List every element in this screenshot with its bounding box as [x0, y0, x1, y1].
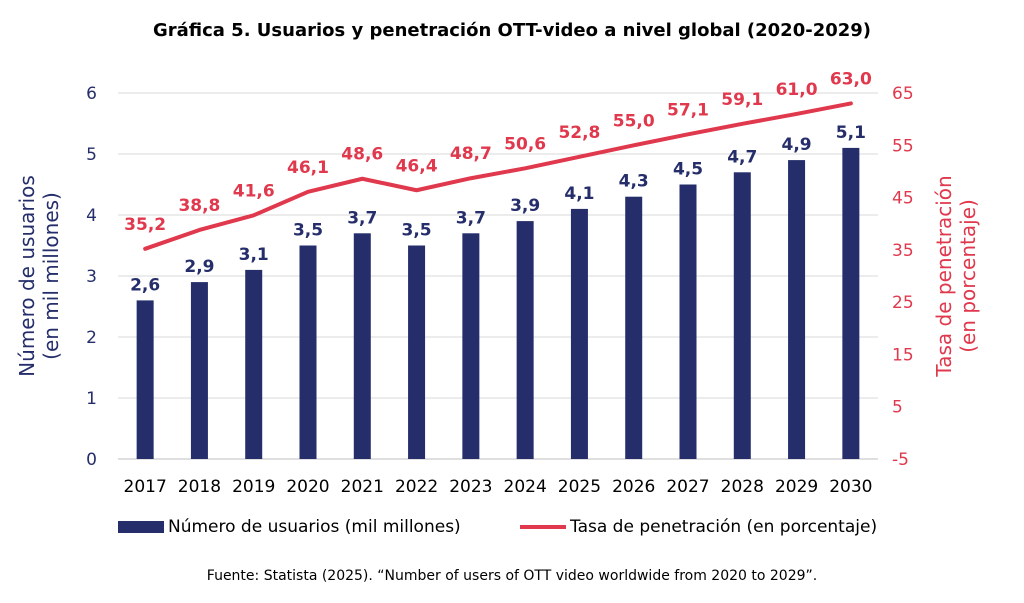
bar-data-label: 3,5	[402, 221, 432, 241]
left-axis-tick-label: 3	[86, 267, 97, 287]
x-axis-tick-label: 2018	[178, 477, 221, 497]
source-note: Fuente: Statista (2025). “Number of user…	[206, 568, 818, 584]
line-data-label: 48,6	[341, 145, 383, 165]
bar	[570, 208, 588, 459]
right-axis-tick-label: 65	[892, 84, 914, 104]
right-axis-tick-label: 55	[892, 136, 914, 156]
x-axis-tick-label: 2024	[504, 477, 547, 497]
line-data-label: 50,6	[504, 134, 546, 154]
line-data-label: 57,1	[667, 100, 709, 120]
bar	[245, 269, 263, 459]
bar	[516, 221, 534, 459]
legend-item-penetration: Tasa de penetración (en porcentaje)	[520, 517, 877, 537]
chart-title: Gráfica 5. Usuarios y penetración OTT-vi…	[152, 20, 872, 41]
x-axis-tick-label: 2023	[449, 477, 492, 497]
x-axis-tick-label: 2030	[829, 477, 872, 497]
bar	[679, 184, 697, 459]
x-axis-tick-label: 2029	[775, 477, 818, 497]
x-axis-tick-label: 2027	[666, 477, 709, 497]
legend-item-users: Número de usuarios (mil millones)	[118, 517, 461, 537]
bar	[299, 245, 317, 459]
left-axis-tick-label: 0	[86, 450, 97, 470]
x-axis-tick-label: 2021	[341, 477, 384, 497]
right-axis-title: Tasa de penetración(en porcentaje)	[932, 175, 980, 377]
bar-data-label: 4,7	[727, 147, 757, 167]
bar-data-label: 3,5	[293, 221, 323, 241]
x-axis-tick-label: 2020	[286, 477, 329, 497]
left-axis-tick-label: 1	[86, 389, 97, 409]
bar	[353, 233, 371, 459]
bar	[190, 282, 208, 459]
bar-data-label: 4,3	[619, 172, 649, 192]
line-data-label: 46,4	[396, 156, 438, 176]
right-axis-tick-label: 5	[892, 398, 903, 418]
bar-data-label: 4,9	[782, 135, 812, 155]
legend-swatch-bar	[118, 521, 164, 533]
right-axis-tick-label: 25	[892, 293, 914, 313]
penetration-line	[143, 101, 853, 251]
bar	[408, 245, 426, 459]
line-data-label: 46,1	[287, 158, 329, 178]
bar	[842, 147, 860, 459]
bar-data-label: 5,1	[836, 123, 866, 143]
bar-data-label: 2,9	[184, 257, 214, 277]
legend-label-penetration: Tasa de penetración (en porcentaje)	[570, 517, 878, 537]
bar	[462, 233, 480, 459]
x-axis-tick-label: 2017	[124, 477, 167, 497]
line-data-label: 61,0	[776, 80, 818, 100]
line-data-label: 59,1	[721, 90, 763, 110]
bar-data-label: 3,9	[510, 196, 540, 216]
left-axis-title: Número de usuarios(en mil millones)	[15, 175, 63, 377]
x-axis-tick-label: 2026	[612, 477, 655, 497]
bar-data-label: 3,1	[239, 245, 269, 265]
legend-swatch-line	[520, 525, 566, 529]
bar-data-label: 4,1	[564, 184, 594, 204]
line-data-label: 38,8	[178, 196, 220, 216]
left-axis-tick-label: 2	[86, 328, 97, 348]
x-axis-tick-label: 2019	[232, 477, 275, 497]
bar-data-label: 4,5	[673, 160, 703, 180]
left-axis-tick-label: 4	[86, 206, 97, 226]
x-axis-tick-label: 2022	[395, 477, 438, 497]
right-axis-tick-label: -5	[892, 450, 909, 470]
line-data-label: 41,6	[233, 181, 275, 201]
legend-label-users: Número de usuarios (mil millones)	[168, 517, 461, 537]
right-axis-tick-label: 15	[892, 345, 914, 365]
bar-data-label: 3,7	[456, 208, 486, 228]
bar	[625, 196, 643, 459]
left-axis-tick-label: 5	[86, 145, 97, 165]
line-data-label: 63,0	[830, 69, 872, 89]
bar	[733, 172, 751, 460]
bar-data-label: 3,7	[347, 208, 377, 228]
line-data-label: 55,0	[613, 111, 655, 131]
line-data-label: 48,7	[450, 144, 492, 164]
bar	[788, 160, 806, 459]
bar	[136, 300, 154, 459]
line-data-label: 52,8	[558, 123, 600, 143]
bar-data-label: 2,6	[130, 275, 160, 295]
x-axis-tick-label: 2028	[721, 477, 764, 497]
line-data-label: 35,2	[124, 215, 166, 235]
right-axis-tick-label: 35	[892, 241, 914, 261]
right-axis-tick-label: 45	[892, 189, 914, 209]
x-axis-tick-label: 2025	[558, 477, 601, 497]
left-axis-tick-label: 6	[86, 84, 97, 104]
